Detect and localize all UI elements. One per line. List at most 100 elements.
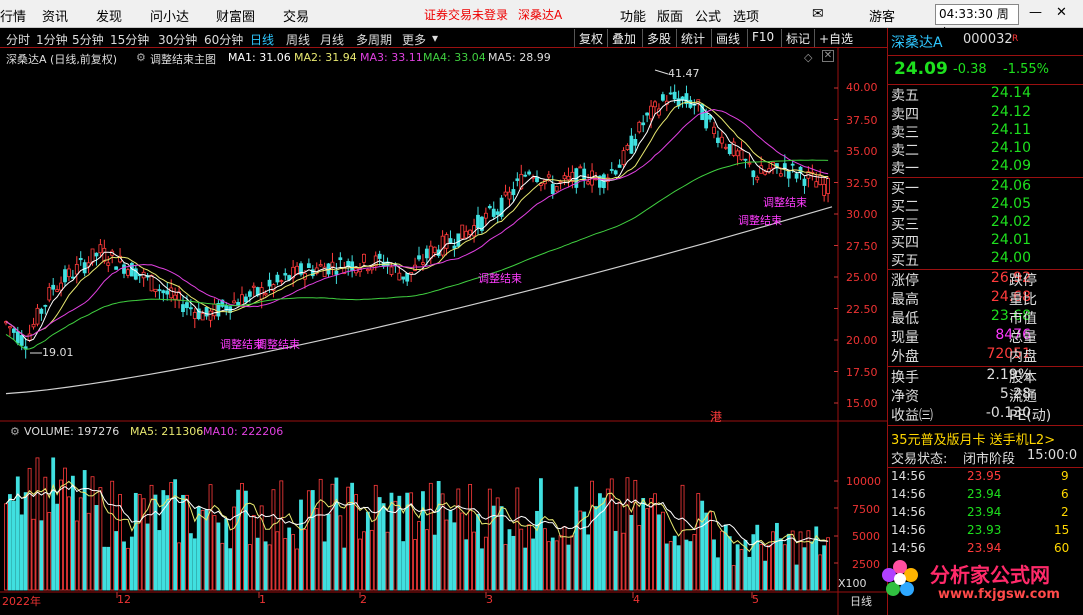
user-label[interactable]: 游客: [869, 10, 896, 25]
volume-bar: [755, 524, 760, 591]
volume-bar: [8, 494, 12, 591]
indicator-name[interactable]: 调整结束主图: [150, 53, 216, 66]
ask-label: 卖五: [891, 88, 919, 104]
period-tab[interactable]: 5分钟: [72, 33, 104, 47]
candle-body: [546, 174, 551, 178]
volume-bar: [346, 486, 351, 591]
promo-text[interactable]: 35元普及版月卡 送手机L2>: [891, 433, 1056, 448]
current-price: 24.09: [894, 59, 948, 79]
candle-body: [310, 269, 315, 277]
promo-banner[interactable]: 35元普及版月卡 送手机L2>: [891, 429, 1083, 448]
period-tab-active[interactable]: 日线: [250, 33, 275, 47]
toolbar-button[interactable]: 多股: [642, 29, 675, 47]
volume-bar: [594, 506, 598, 591]
menu-formula[interactable]: 公式: [695, 10, 722, 25]
ma3-label: MA3: 33.11: [360, 51, 423, 64]
period-indicator[interactable]: 日线: [850, 595, 872, 608]
volume-bar: [790, 530, 795, 591]
menu-function[interactable]: 功能: [620, 10, 647, 25]
price-tick: 15.00: [846, 397, 878, 410]
toolbar-button[interactable]: 复权: [574, 29, 607, 47]
trade-time: 15:00:0: [1027, 448, 1078, 463]
bid-row[interactable]: 买四 24.01: [891, 232, 1083, 251]
candle-body: [554, 186, 559, 192]
menu-bar: 行情 资讯 发现 问小达 财富圈 交易 证券交易未登录 深桑达A 功能 版面 公…: [0, 0, 1083, 40]
candle-body: [19, 335, 24, 346]
close-chart-icon[interactable]: ✕: [822, 50, 834, 62]
stat-label: 最高: [891, 292, 919, 308]
period-tab-more[interactable]: 更多: [402, 33, 427, 47]
period-tab[interactable]: 多周期: [356, 33, 393, 47]
candle-body: [200, 313, 205, 321]
menu-options[interactable]: 选项: [733, 10, 760, 25]
volume-bar: [708, 511, 712, 591]
volume-bar: [291, 534, 296, 591]
candle-body: [562, 175, 567, 180]
chevron-down-icon[interactable]: ▾: [432, 31, 439, 45]
volume-bar: [220, 542, 225, 591]
candle-body: [778, 173, 783, 177]
volume-bar: [826, 537, 830, 591]
period-tab[interactable]: 30分钟: [158, 33, 198, 47]
volume-bar: [786, 533, 791, 591]
ask-label: 卖一: [891, 161, 919, 177]
menu-trade[interactable]: 交易: [283, 10, 310, 25]
volume-bar: [51, 457, 56, 591]
candle-body: [413, 264, 417, 271]
menu-news[interactable]: 资讯: [42, 10, 69, 25]
bid-row[interactable]: 买三 24.02: [891, 214, 1083, 233]
stat-label: 市值: [1009, 311, 1037, 327]
candle-body: [279, 280, 284, 283]
menu-ask[interactable]: 问小达: [150, 10, 190, 25]
ask-row[interactable]: 卖三 24.11: [891, 122, 1083, 141]
volume-bar: [468, 483, 473, 591]
menu-market[interactable]: 行情: [0, 10, 27, 25]
volume-bar: [86, 512, 91, 591]
tick-time: 14:56: [891, 505, 926, 519]
toolbar-button[interactable]: 画线: [711, 29, 744, 47]
bid-row[interactable]: 买一 24.06: [891, 178, 1083, 197]
candle-body: [63, 269, 67, 283]
candle-body: [247, 291, 252, 297]
menu-wealth[interactable]: 财富圈: [216, 10, 256, 25]
candle-body: [417, 255, 421, 260]
volume-bar: [511, 535, 516, 591]
close-icon[interactable]: ✕: [1056, 5, 1067, 20]
volume-tick: 10000: [846, 475, 881, 488]
volume-bar: [444, 519, 449, 591]
menu-discover[interactable]: 发现: [96, 10, 123, 25]
ask-row[interactable]: 卖二 24.10: [891, 140, 1083, 159]
period-tab[interactable]: 周线: [286, 33, 311, 47]
login-warning[interactable]: 证券交易未登录: [424, 8, 509, 22]
ask-row[interactable]: 卖五 24.14: [891, 85, 1083, 104]
settings-icon[interactable]: ⚙: [136, 51, 146, 64]
tick-price: 23.95: [967, 469, 1002, 483]
stat-value: 26.92: [990, 270, 1031, 286]
ask-row[interactable]: 卖一 24.09: [891, 158, 1083, 177]
toolbar-button[interactable]: F10: [747, 29, 778, 47]
bid-row[interactable]: 买二 24.05: [891, 196, 1083, 215]
ask-row[interactable]: 卖四 24.12: [891, 104, 1083, 123]
price-tick: 25.00: [846, 271, 878, 284]
toolbar-button[interactable]: 统计: [676, 29, 709, 47]
price-summary: 24.09 -0.38 -1.55%: [891, 59, 1083, 81]
period-tab[interactable]: 60分钟: [204, 33, 244, 47]
diamond-icon[interactable]: ◇: [804, 51, 813, 64]
period-tab[interactable]: 1分钟: [36, 33, 68, 47]
toolbar-button[interactable]: 叠加: [607, 29, 640, 47]
mail-icon[interactable]: ✉: [812, 6, 824, 22]
minimize-icon[interactable]: —: [1029, 5, 1042, 20]
period-tab[interactable]: 15分钟: [110, 33, 150, 47]
toolbar-button[interactable]: 标记: [781, 29, 814, 47]
settings-icon[interactable]: ⚙: [10, 425, 20, 438]
period-tab[interactable]: 月线: [320, 33, 345, 47]
menu-layout[interactable]: 版面: [657, 10, 684, 25]
volume-bar: [554, 540, 559, 591]
bid-row[interactable]: 买五 24.00: [891, 250, 1083, 269]
candle-body: [653, 101, 657, 108]
period-tab[interactable]: 分时: [6, 33, 31, 47]
toolbar-button[interactable]: +自选: [814, 29, 857, 47]
candle-body: [523, 174, 528, 177]
volume-bar: [275, 531, 280, 591]
kline-chart[interactable]: [0, 48, 887, 615]
